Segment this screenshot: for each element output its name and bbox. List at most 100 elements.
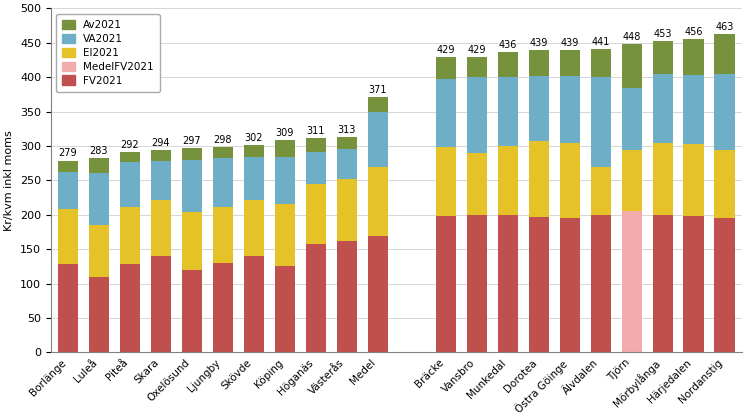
Bar bbox=[591, 49, 611, 77]
Bar bbox=[683, 216, 703, 352]
Bar bbox=[715, 34, 735, 74]
Bar bbox=[151, 160, 171, 200]
Bar bbox=[336, 149, 357, 179]
Bar bbox=[368, 111, 388, 167]
Y-axis label: Kr/kvm inkl moms: Kr/kvm inkl moms bbox=[4, 130, 14, 231]
Bar bbox=[336, 241, 357, 352]
Bar bbox=[653, 215, 673, 352]
Text: 436: 436 bbox=[498, 40, 517, 50]
Bar bbox=[213, 263, 233, 352]
Bar bbox=[529, 141, 549, 217]
Bar bbox=[621, 150, 642, 212]
Text: 439: 439 bbox=[560, 39, 579, 48]
Bar bbox=[120, 264, 140, 352]
Text: 279: 279 bbox=[59, 148, 77, 158]
Bar bbox=[151, 200, 171, 256]
Text: 441: 441 bbox=[592, 37, 609, 47]
Bar bbox=[58, 264, 78, 352]
Text: 294: 294 bbox=[151, 138, 170, 148]
Bar bbox=[275, 204, 295, 266]
Bar bbox=[182, 212, 202, 270]
Bar bbox=[336, 179, 357, 241]
Bar bbox=[244, 145, 264, 157]
Bar bbox=[560, 218, 580, 352]
Bar bbox=[58, 171, 78, 210]
Bar bbox=[213, 207, 233, 263]
Bar bbox=[621, 212, 642, 352]
Bar bbox=[715, 218, 735, 352]
Bar bbox=[275, 140, 295, 157]
Bar bbox=[244, 157, 264, 200]
Bar bbox=[467, 77, 487, 153]
Bar bbox=[89, 277, 109, 352]
Bar bbox=[560, 76, 580, 142]
Bar bbox=[306, 139, 326, 152]
Text: 448: 448 bbox=[622, 32, 641, 42]
Bar bbox=[621, 88, 642, 150]
Bar bbox=[529, 217, 549, 352]
Bar bbox=[715, 74, 735, 150]
Bar bbox=[58, 160, 78, 171]
Bar bbox=[306, 152, 326, 184]
Bar bbox=[151, 150, 171, 160]
Bar bbox=[529, 50, 549, 76]
Bar bbox=[306, 184, 326, 244]
Text: 311: 311 bbox=[307, 127, 325, 137]
Bar bbox=[498, 215, 518, 352]
Bar bbox=[560, 142, 580, 218]
Bar bbox=[467, 57, 487, 77]
Bar bbox=[653, 142, 673, 215]
Bar bbox=[591, 77, 611, 167]
Text: 429: 429 bbox=[436, 45, 455, 55]
Text: 453: 453 bbox=[653, 29, 672, 39]
Bar bbox=[120, 207, 140, 264]
Text: 456: 456 bbox=[684, 27, 703, 36]
Text: 429: 429 bbox=[468, 45, 486, 55]
Bar bbox=[275, 266, 295, 352]
Bar bbox=[683, 144, 703, 216]
Bar bbox=[436, 57, 456, 79]
Bar bbox=[591, 215, 611, 352]
Text: 463: 463 bbox=[715, 22, 734, 32]
Bar bbox=[467, 215, 487, 352]
Bar bbox=[529, 76, 549, 141]
Bar bbox=[368, 97, 388, 111]
Bar bbox=[120, 162, 140, 207]
Bar bbox=[182, 148, 202, 160]
Bar bbox=[436, 147, 456, 216]
Bar bbox=[213, 158, 233, 207]
Bar bbox=[244, 256, 264, 352]
Bar bbox=[213, 147, 233, 158]
Bar bbox=[715, 150, 735, 218]
Bar bbox=[368, 167, 388, 235]
Bar bbox=[275, 157, 295, 204]
Bar bbox=[89, 225, 109, 277]
Bar bbox=[89, 158, 109, 173]
Bar bbox=[436, 79, 456, 147]
Bar bbox=[560, 50, 580, 76]
Bar bbox=[89, 173, 109, 225]
Text: 292: 292 bbox=[121, 140, 140, 150]
Bar bbox=[306, 244, 326, 352]
Bar bbox=[120, 152, 140, 162]
Bar bbox=[591, 167, 611, 215]
Bar bbox=[653, 74, 673, 142]
Text: 313: 313 bbox=[337, 125, 356, 135]
Bar bbox=[368, 235, 388, 352]
Bar bbox=[498, 52, 518, 77]
Bar bbox=[467, 153, 487, 215]
Bar bbox=[436, 216, 456, 352]
Text: 371: 371 bbox=[369, 85, 387, 95]
Bar bbox=[621, 44, 642, 88]
Bar bbox=[182, 270, 202, 352]
Bar bbox=[151, 256, 171, 352]
Bar bbox=[683, 39, 703, 75]
Bar bbox=[498, 146, 518, 215]
Bar bbox=[683, 75, 703, 144]
Bar bbox=[498, 77, 518, 146]
Bar bbox=[653, 41, 673, 74]
Text: 439: 439 bbox=[530, 39, 548, 48]
Text: 309: 309 bbox=[275, 128, 294, 138]
Text: 302: 302 bbox=[245, 133, 263, 142]
Legend: Av2021, VA2021, El2021, MedelFV2021, FV2021: Av2021, VA2021, El2021, MedelFV2021, FV2… bbox=[56, 14, 160, 92]
